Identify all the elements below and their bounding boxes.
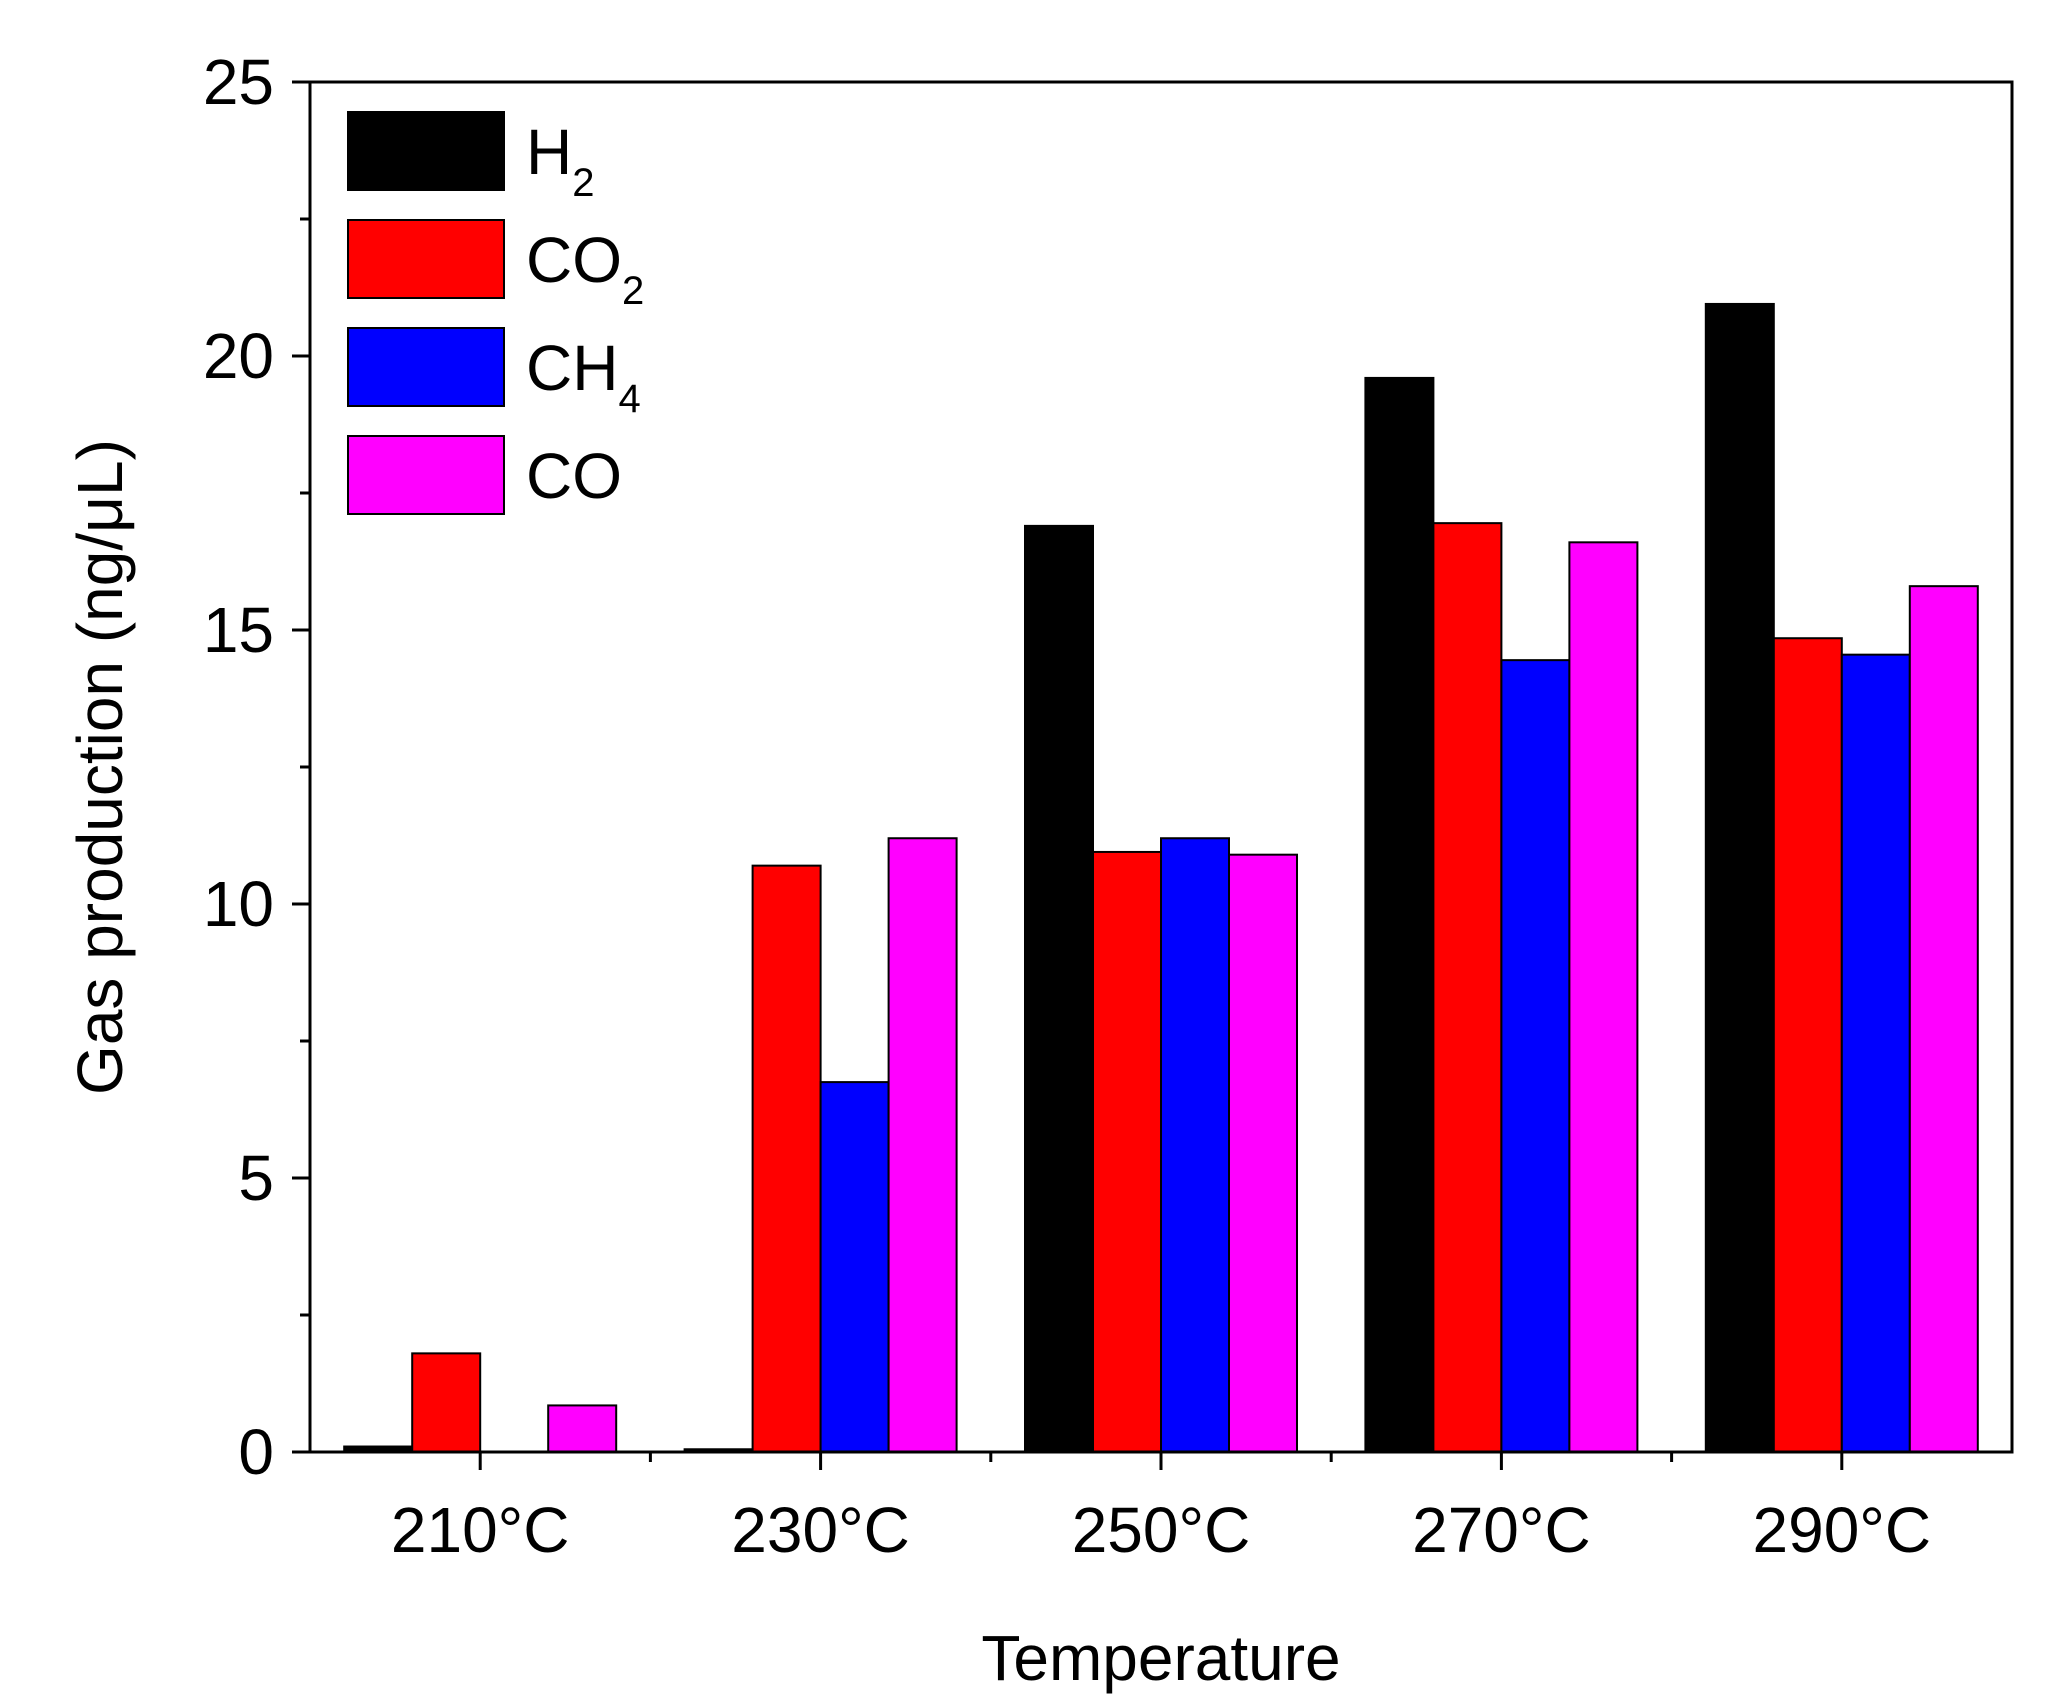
bar-co2-5 (1772, 637, 1843, 1453)
x-tick-label: 210°C (391, 1494, 570, 1566)
bar-co-3 (1228, 853, 1298, 1453)
bar-co-1 (547, 1404, 618, 1454)
y-tick-label: 25 (203, 46, 274, 118)
bar-h2-4 (1364, 376, 1435, 1453)
legend-swatch-h2 (347, 111, 505, 191)
bar-co2-4 (1432, 522, 1503, 1453)
bar-ch4-3 (1160, 837, 1230, 1453)
y-tick-label: 10 (203, 868, 274, 940)
bar-co-4 (1568, 541, 1639, 1453)
axes-group: 0 5 10 15 20 25 210°C 230°C 250°C 270°C 290°C (203, 46, 2014, 1566)
bar-co-2 (887, 837, 958, 1453)
legend-label-co2: CO2 (526, 224, 644, 313)
bar-co-5 (1908, 585, 1979, 1453)
y-tick-label: 15 (203, 594, 274, 666)
bar-co2-2 (751, 864, 822, 1453)
x-tick-label: 290°C (1753, 1494, 1932, 1566)
bars-group (343, 302, 1979, 1454)
bar-co2-1 (411, 1352, 482, 1453)
x-axis-label: Temperature (981, 1622, 1340, 1694)
y-axis-label: Gas production (ng/μL) (64, 439, 136, 1095)
legend-swatch-co2 (347, 219, 505, 299)
legend-label-h2: H2 (526, 116, 594, 205)
legend-swatch-ch4 (347, 327, 505, 407)
y-tick-label: 20 (203, 320, 274, 392)
legend-label-co: CO (526, 440, 622, 512)
x-tick-label: 250°C (1072, 1494, 1251, 1566)
bar-co2-3 (1092, 850, 1162, 1453)
bar-h2-5 (1704, 302, 1775, 1454)
y-tick-label: 0 (238, 1416, 274, 1488)
x-tick-label: 270°C (1412, 1494, 1591, 1566)
legend: H2 CO2 CH4 CO (347, 111, 644, 515)
bar-h2-3 (1024, 524, 1094, 1453)
x-tick-label: 230°C (731, 1494, 910, 1566)
legend-swatch-co (347, 435, 505, 515)
bar-ch4-2 (819, 1081, 890, 1453)
legend-label-ch4: CH4 (526, 332, 641, 421)
bar-ch4-4 (1500, 659, 1571, 1453)
bar-ch4-5 (1840, 653, 1911, 1453)
y-tick-label: 5 (238, 1142, 274, 1214)
